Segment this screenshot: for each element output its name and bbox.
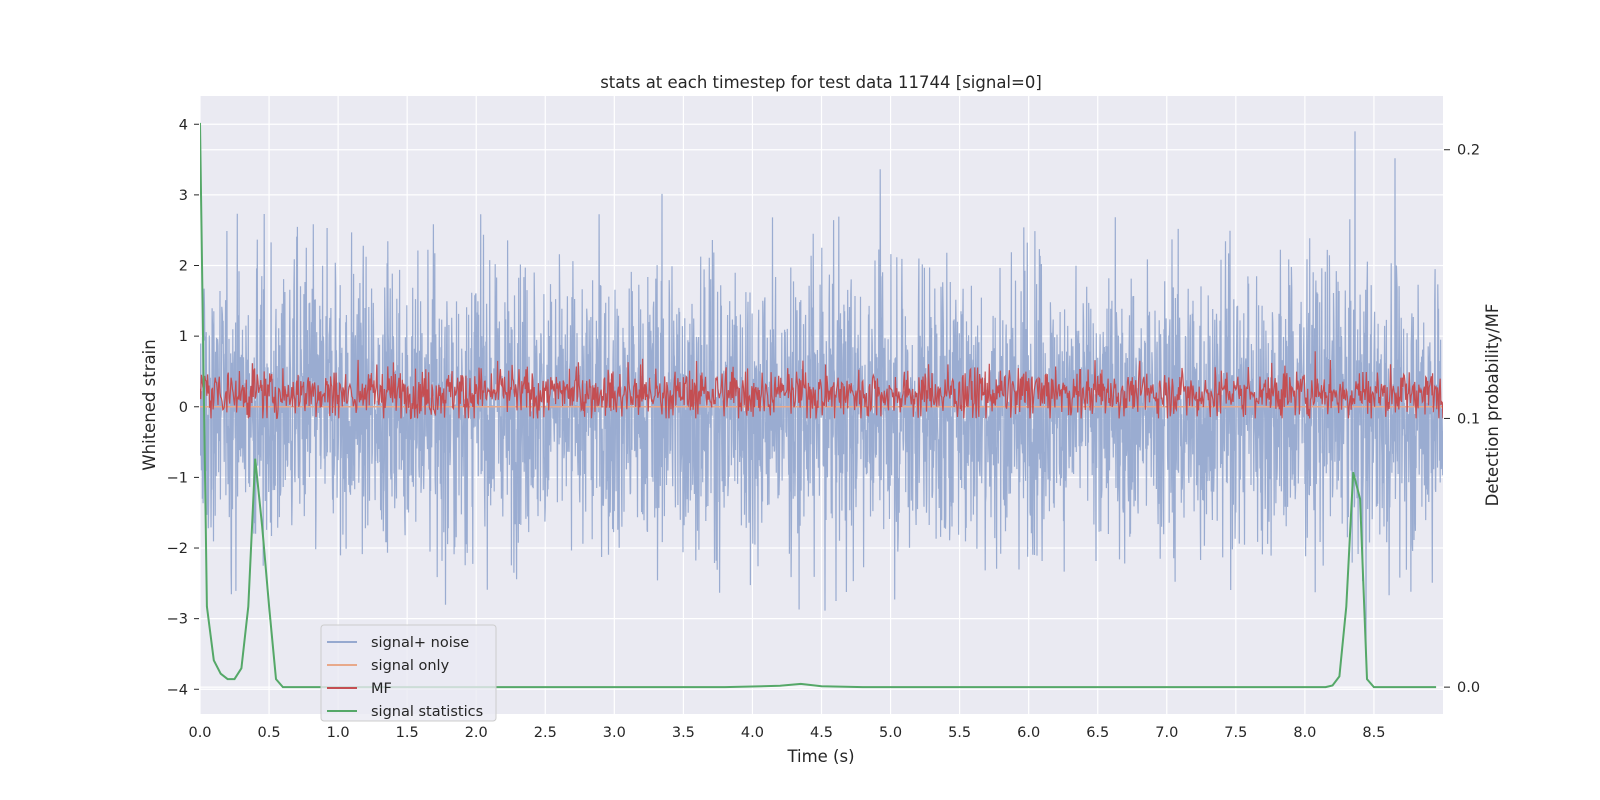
y-tick-label: 2 [179,259,188,275]
y-right-tick-label: 0.0 [1457,680,1480,696]
y-ticks-right: 0.2 0.1 0.0 [1444,143,1480,696]
series-layer [200,122,1443,689]
y-tick-label: −1 [167,470,188,486]
y-tick-label: 1 [179,329,188,345]
x-tick-label: 1.5 [396,725,419,741]
y-axis-label: Whitened strain [140,339,159,470]
series-signal-statistics [200,122,1437,689]
y-tick-label: −4 [167,682,188,698]
x-tick-label: 0.0 [188,725,211,741]
y-tick-label: 3 [179,188,188,204]
x-tick-label: 0.5 [258,725,281,741]
y-ticks: 4 3 2 1 0 −1 −2 −3 −4 [167,117,199,698]
legend-label: MF [371,681,392,697]
x-tick-label: 3.5 [672,725,695,741]
x-tick-label: 4.5 [810,725,833,741]
x-tick-label: 5.5 [948,725,971,741]
y-axis-label-right: Detection probability/MF [1483,304,1502,507]
x-tick-label: 6.5 [1086,725,1109,741]
y-right-tick-label: 0.2 [1457,143,1480,159]
y-tick-label: 0 [179,400,188,416]
x-tick-label: 8.5 [1362,725,1385,741]
chart-title: stats at each timestep for test data 117… [600,73,1042,92]
y-tick-label: −2 [167,541,188,557]
x-tick-label: 2.5 [534,725,557,741]
legend-label: signal statistics [371,704,483,720]
x-tick-label: 6.0 [1017,725,1040,741]
legend-label: signal+ noise [371,635,469,651]
x-tick-label: 7.0 [1155,725,1178,741]
y-right-tick-label: 0.1 [1457,411,1480,427]
x-tick-label: 8.0 [1293,725,1316,741]
legend: signal+ noise signal only MF signal statist… [320,624,497,722]
x-tick-label: 7.5 [1224,725,1247,741]
y-tick-label: 4 [179,117,188,133]
x-axis-label: Time (s) [786,747,854,766]
series-mf [200,351,1443,420]
legend-box [320,624,497,722]
x-ticks: 0.0 0.5 1.0 1.5 2.0 2.5 3.0 3.5 4.0 4.5 5.0 5.5 6.0 6… [188,725,1385,741]
y-tick-label: −3 [167,612,188,628]
x-tick-label: 4.0 [741,725,764,741]
x-tick-label: 1.0 [327,725,350,741]
x-tick-label: 2.0 [465,725,488,741]
legend-label: signal only [371,658,450,674]
x-tick-label: 3.0 [603,725,626,741]
x-tick-label: 5.0 [879,725,902,741]
